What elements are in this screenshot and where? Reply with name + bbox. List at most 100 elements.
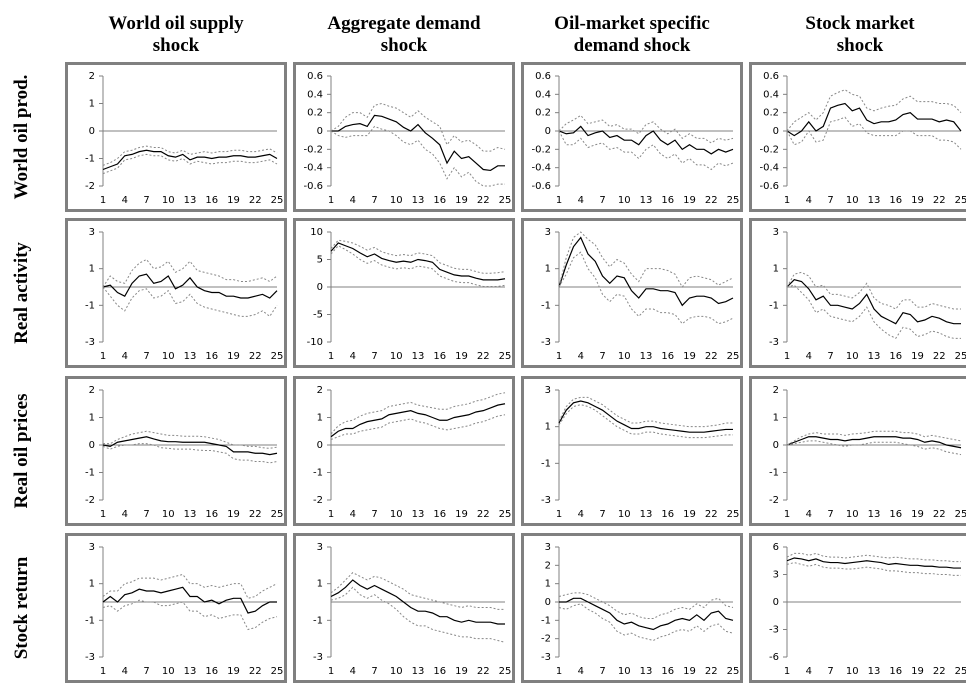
series-line [330, 414, 506, 440]
series-line [330, 125, 505, 187]
x-tick-label: 1 [784, 666, 790, 677]
x-tick-label: 19 [911, 666, 924, 677]
y-tick-label: -10 [307, 337, 323, 348]
y-tick-label: -1 [541, 615, 551, 626]
x-tick-label: 7 [143, 351, 149, 362]
y-tick-label: 0 [317, 440, 323, 451]
y-tick-label: 0 [773, 440, 779, 451]
x-tick-label: 7 [827, 509, 833, 520]
x-tick-label: 1 [784, 509, 790, 520]
series-line [786, 271, 961, 310]
y-tick-label: 6 [773, 542, 779, 553]
panel: -0.6 -0.4 -0.2 0 0.2 0.4 0.6 1 4 7 10 13 16 19 22 25 [293, 62, 515, 212]
series-line [558, 400, 733, 433]
series-line [558, 404, 733, 439]
x-tick-label: 1 [556, 351, 562, 362]
series-line [558, 603, 734, 642]
x-tick-label: 22 [705, 666, 718, 677]
x-tick-label: 7 [827, 351, 833, 362]
x-tick-label: 19 [227, 195, 240, 206]
series-line [102, 149, 278, 171]
x-tick-label: 22 [249, 666, 262, 677]
x-tick-label: 16 [661, 666, 674, 677]
x-tick-label: 1 [556, 195, 562, 206]
x-tick-label: 10 [162, 351, 175, 362]
x-tick-label: 22 [477, 666, 490, 677]
x-tick-label: 25 [955, 509, 966, 520]
series-line [330, 242, 506, 281]
series-line [786, 89, 962, 132]
x-tick-label: 22 [249, 195, 262, 206]
series-line [330, 245, 506, 287]
x-tick-label: 19 [455, 509, 468, 520]
x-tick-label: 1 [784, 351, 790, 362]
y-tick-label: 0 [773, 597, 779, 608]
x-tick-label: 4 [122, 195, 128, 206]
x-tick-label: 13 [412, 509, 425, 520]
column-title: shock [837, 35, 884, 56]
x-tick-label: 13 [868, 195, 881, 206]
x-tick-label: 1 [328, 666, 334, 677]
panel: -2 -1 0 1 2 1 4 7 10 13 16 19 22 25 [65, 376, 287, 526]
y-tick-label: -5 [313, 310, 323, 321]
y-tick-label: 1 [317, 413, 323, 424]
series-line [786, 102, 962, 137]
y-tick-label: 2 [89, 71, 95, 82]
x-tick-label: 22 [249, 509, 262, 520]
x-tick-label: 16 [433, 509, 446, 520]
series-line [330, 586, 506, 643]
x-tick-label: 10 [846, 351, 859, 362]
y-tick-label: -0.2 [531, 144, 551, 155]
y-tick-label: -1 [313, 615, 323, 626]
x-tick-label: 4 [350, 195, 356, 206]
x-tick-label: 16 [205, 509, 218, 520]
x-tick-label: 4 [806, 509, 812, 520]
y-tick-label: 0 [545, 597, 551, 608]
y-tick-label: 1 [89, 413, 95, 424]
x-tick-label: 19 [455, 351, 468, 362]
series-line [330, 579, 505, 625]
series-line [558, 592, 734, 619]
x-tick-label: 25 [955, 666, 966, 677]
x-tick-label: 7 [371, 509, 377, 520]
x-tick-label: 7 [599, 195, 605, 206]
x-tick-label: 25 [271, 195, 284, 206]
x-tick-label: 19 [911, 351, 924, 362]
x-tick-label: 4 [578, 351, 584, 362]
x-tick-label: 22 [933, 666, 946, 677]
x-tick-label: 16 [433, 195, 446, 206]
y-tick-label: -0.6 [759, 181, 779, 192]
y-tick-label: -1 [85, 468, 95, 479]
y-tick-label: 3 [89, 227, 95, 238]
y-tick-label: 1 [89, 579, 95, 590]
x-tick-label: 4 [578, 195, 584, 206]
x-tick-label: 10 [390, 666, 403, 677]
series-line [786, 440, 962, 456]
x-tick-label: 7 [371, 195, 377, 206]
x-tick-label: 19 [683, 195, 696, 206]
series-line [558, 130, 734, 171]
x-tick-label: 4 [350, 509, 356, 520]
x-tick-label: 1 [328, 195, 334, 206]
x-tick-label: 13 [868, 509, 881, 520]
y-tick-label: 3 [545, 542, 551, 553]
panel-frame [749, 376, 966, 526]
series-line [102, 273, 278, 299]
x-tick-label: 1 [328, 351, 334, 362]
y-tick-label: -1 [769, 468, 779, 479]
y-tick-label: 1 [773, 264, 779, 275]
x-tick-label: 19 [683, 509, 696, 520]
column-title: Aggregate demand [327, 13, 481, 34]
y-tick-label: 3 [773, 227, 779, 238]
y-tick-label: 0 [317, 282, 323, 293]
x-tick-label: 10 [846, 195, 859, 206]
y-tick-label: 1 [545, 422, 551, 433]
x-tick-label: 10 [390, 509, 403, 520]
y-tick-label: -3 [541, 337, 551, 348]
panel-frame [521, 62, 743, 212]
series-line [558, 231, 734, 288]
panel: -2 -1 0 1 2 1 4 7 10 13 16 19 22 25 [65, 62, 287, 212]
series-line [330, 403, 506, 438]
